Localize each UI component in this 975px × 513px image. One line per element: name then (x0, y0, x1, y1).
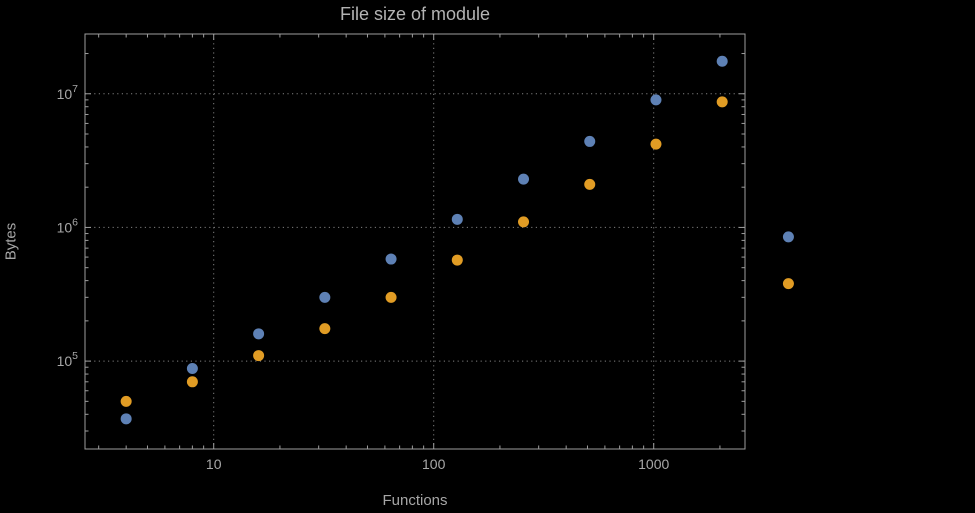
data-point-blue-series (451, 213, 463, 225)
data-point-orange-series (782, 278, 794, 290)
y-tick-label: 105 (57, 350, 79, 369)
data-point-orange-series (650, 138, 662, 150)
data-point-blue-series (716, 55, 728, 67)
y-axis-label: Bytes (2, 222, 20, 261)
data-point-orange-series (451, 254, 463, 266)
data-point-blue-series (584, 135, 596, 147)
y-tick-label: 107 (57, 83, 79, 102)
x-tick-label: 100 (422, 456, 446, 472)
data-point-orange-series (253, 350, 265, 362)
data-point-orange-series (716, 96, 728, 108)
data-point-blue-series (186, 363, 198, 375)
data-point-orange-series (319, 323, 331, 335)
data-point-orange-series (186, 376, 198, 388)
data-point-orange-series (518, 216, 530, 228)
chart-title: File size of module (339, 4, 491, 24)
y-tick-label: 106 (57, 216, 79, 235)
data-point-blue-series (385, 253, 397, 265)
data-point-blue-series (650, 94, 662, 106)
plot-frame (84, 33, 746, 450)
data-point-blue-series (253, 328, 265, 340)
data-point-blue-series (319, 291, 331, 303)
data-point-orange-series (584, 178, 596, 190)
data-point-blue-series (518, 173, 530, 185)
x-tick-label: 10 (206, 456, 222, 472)
data-point-blue-series (782, 231, 794, 243)
data-point-blue-series (120, 413, 132, 425)
data-point-orange-series (120, 395, 132, 407)
x-axis-label: Functions (382, 492, 448, 509)
x-tick-label: 1000 (638, 456, 669, 472)
data-point-orange-series (385, 291, 397, 303)
